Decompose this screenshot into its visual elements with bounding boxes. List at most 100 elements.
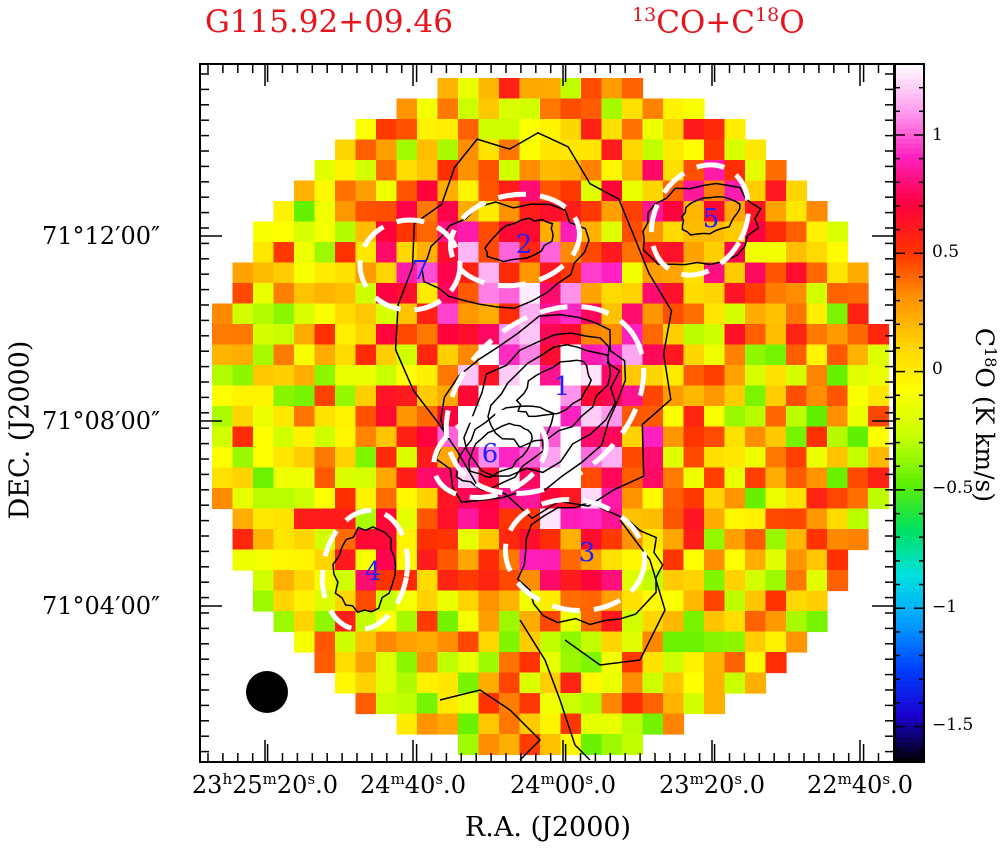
map-pixel xyxy=(704,529,726,551)
map-pixel xyxy=(663,139,685,161)
map-pixel xyxy=(478,324,500,346)
colorbar-segment xyxy=(895,283,924,290)
map-pixel xyxy=(437,344,459,366)
map-pixel xyxy=(478,570,500,592)
colorbar-segment xyxy=(895,592,924,599)
map-pixel xyxy=(581,693,603,715)
map-pixel xyxy=(683,160,705,182)
map-pixel xyxy=(683,426,705,448)
map-pixel xyxy=(335,201,357,223)
map-pixel xyxy=(437,119,459,141)
map-pixel xyxy=(540,139,562,161)
map-pixel xyxy=(478,365,500,387)
map-pixel xyxy=(499,242,521,264)
map-pixel xyxy=(622,180,644,202)
map-pixel xyxy=(581,426,603,448)
contour-line xyxy=(332,526,397,614)
map-pixel xyxy=(417,139,439,161)
map-pixel xyxy=(417,160,439,182)
map-pixel xyxy=(765,283,787,305)
colorbar-segment xyxy=(895,562,924,569)
map-pixel xyxy=(294,324,316,346)
map-pixel xyxy=(847,283,869,305)
map-pixel xyxy=(376,139,398,161)
colorbar-segment xyxy=(895,482,924,489)
map-pixel xyxy=(314,611,336,633)
colorbar-tick-label: −1.5 xyxy=(932,715,974,735)
map-pixel xyxy=(786,611,808,633)
map-pixel xyxy=(663,467,685,489)
colorbar-segment xyxy=(895,577,924,584)
map-pixel xyxy=(499,693,521,715)
colorbar-segment xyxy=(895,378,924,384)
map-pixel xyxy=(581,713,603,735)
colorbar-tick-label: 0 xyxy=(932,359,943,379)
map-pixel xyxy=(847,324,869,346)
map-pixel xyxy=(294,406,316,428)
map-pixel xyxy=(786,590,808,612)
colorbar-segment xyxy=(895,198,924,205)
dec-tick-label: 71°08′00″ xyxy=(42,407,161,435)
map-pixel xyxy=(417,447,439,469)
clump-label: 3 xyxy=(579,538,596,568)
map-pixel xyxy=(622,160,644,182)
colorbar-segment xyxy=(895,298,924,305)
clump-labels: 1 2 3 4 5 6 7 xyxy=(365,204,720,587)
map-pixel xyxy=(724,631,746,653)
map-pixel xyxy=(355,631,377,653)
map-pixel xyxy=(786,631,808,653)
map-pixel xyxy=(560,98,582,120)
colorbar-segment xyxy=(895,158,924,165)
colorbar-segment xyxy=(895,138,924,145)
map-pixel xyxy=(806,262,828,284)
map-pixel xyxy=(458,180,480,202)
map-pixel xyxy=(704,119,726,141)
colorbar-segment xyxy=(895,472,924,479)
clump-label: 4 xyxy=(365,557,382,587)
map-pixel xyxy=(376,406,398,428)
map-pixel xyxy=(765,160,787,182)
map-pixel xyxy=(868,426,890,448)
map-pixel xyxy=(376,672,398,694)
map-pixel xyxy=(273,426,295,448)
map-pixel xyxy=(335,262,357,284)
map-pixel xyxy=(827,324,849,346)
map-pixel xyxy=(355,467,377,489)
map-pixel xyxy=(212,488,234,510)
colorbar-segment xyxy=(895,422,924,429)
map-pixel xyxy=(273,303,295,325)
map-pixel xyxy=(745,160,767,182)
map-pixel xyxy=(519,693,541,715)
colorbar-segment xyxy=(895,143,924,150)
map-pixel xyxy=(540,98,562,120)
map-pixel xyxy=(827,426,849,448)
map-pixel xyxy=(253,283,275,305)
map-pixel xyxy=(786,283,808,305)
map-pixel xyxy=(294,303,316,325)
map-pixel xyxy=(827,488,849,510)
map-pixel xyxy=(294,262,316,284)
map-pixel xyxy=(519,672,541,694)
map-pixel xyxy=(765,529,787,551)
map-pixel xyxy=(765,426,787,448)
map-pixel xyxy=(601,406,623,428)
colorbar-segment xyxy=(895,627,924,634)
map-pixel xyxy=(396,652,418,674)
map-pixel xyxy=(745,672,767,694)
dec-tick-label: 71°04′00″ xyxy=(42,592,161,620)
map-pixel xyxy=(745,262,767,284)
map-pixel xyxy=(786,201,808,223)
map-pixel xyxy=(827,508,849,530)
map-pixel xyxy=(704,693,726,715)
map-pixel xyxy=(601,242,623,264)
map-pixel xyxy=(458,160,480,182)
map-pixel xyxy=(724,447,746,469)
map-pixel xyxy=(519,631,541,653)
map-pixel xyxy=(478,734,500,756)
colorbar-segment xyxy=(895,622,924,629)
map-pixel xyxy=(724,652,746,674)
map-pixel xyxy=(581,549,603,571)
map-pixel xyxy=(437,508,459,530)
map-pixel xyxy=(560,160,582,182)
map-pixel xyxy=(253,467,275,489)
